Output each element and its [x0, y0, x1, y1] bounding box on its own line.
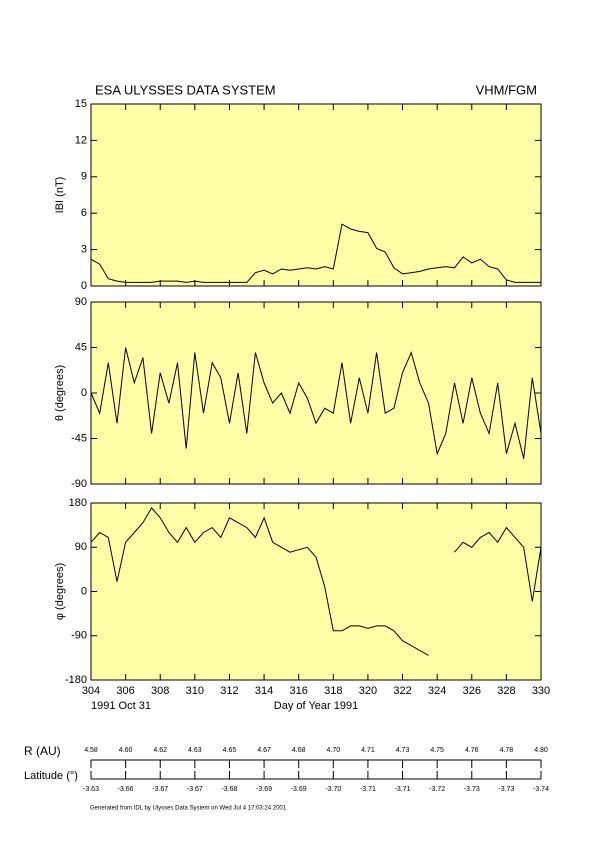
r-value: 4.63 — [188, 747, 202, 754]
lat-label: Latitude (°) — [24, 770, 78, 782]
y-tick-label: 9 — [81, 171, 87, 183]
y-tick-label: 15 — [75, 98, 87, 110]
x-tick-label: 328 — [497, 685, 515, 697]
plot-area — [90, 301, 542, 485]
title: ESA ULYSSES DATA SYSTEM — [95, 82, 276, 97]
lat-value: -3.70 — [325, 786, 341, 793]
r-value: 4.75 — [430, 747, 444, 754]
r-value: 4.62 — [153, 747, 167, 754]
r-value: 4.70 — [326, 747, 340, 754]
x-tick-label: 318 — [324, 685, 342, 697]
lat-value: -3.74 — [533, 786, 549, 793]
lat-value: -3.67 — [187, 786, 203, 793]
lat-value: -3.67 — [152, 786, 168, 793]
r-value: 4.68 — [292, 747, 306, 754]
r-value: 4.65 — [223, 747, 237, 754]
y-tick-label: 0 — [81, 280, 87, 292]
lat-value: -3.69 — [256, 786, 272, 793]
lat-value: -3.69 — [291, 786, 307, 793]
lat-value: -3.73 — [498, 786, 514, 793]
r-value: 4.76 — [465, 747, 479, 754]
x-tick-label: 308 — [151, 685, 169, 697]
y-tick-label: -90 — [71, 478, 87, 490]
y-tick-label: -180 — [65, 674, 87, 686]
y-tick-label: 6 — [81, 207, 87, 219]
x-axis-label: Day of Year 1991 — [274, 700, 358, 712]
lat-value: -3.68 — [221, 786, 237, 793]
data-line — [90, 507, 542, 656]
y-tick-label: -90 — [71, 630, 87, 642]
x-tick-label: 306 — [116, 685, 134, 697]
lat-value: -3.71 — [395, 786, 411, 793]
y-tick-label: 90 — [75, 296, 87, 308]
y-tick-label: 90 — [75, 541, 87, 553]
y-axis-label: θ (degrees) — [54, 365, 66, 421]
x-tick-label: 312 — [220, 685, 238, 697]
x-tick-label: 324 — [428, 685, 446, 697]
lat-value: -3.63 — [83, 786, 99, 793]
lat-value: -3.66 — [118, 786, 134, 793]
instrument: VHM/FGM — [476, 82, 537, 97]
r-value: 4.78 — [500, 747, 514, 754]
r-value: 4.71 — [361, 747, 375, 754]
lat-value: -3.72 — [429, 786, 445, 793]
r-value: 4.80 — [534, 747, 548, 754]
r-value: 4.73 — [396, 747, 410, 754]
data-line — [90, 223, 541, 283]
footer: Generated from IDL by Ulysses Data Syste… — [90, 806, 287, 812]
x-tick-label: 322 — [393, 685, 411, 697]
date-label: 1991 Oct 31 — [91, 700, 151, 712]
x-tick-label: 316 — [290, 685, 308, 697]
plot-area — [90, 502, 542, 681]
r-value: 4.67 — [257, 747, 271, 754]
y-tick-label: 180 — [69, 497, 87, 509]
y-axis-label: IBI (nT) — [54, 177, 66, 214]
x-tick-label: 320 — [359, 685, 377, 697]
y-axis-label: φ (degrees) — [54, 563, 66, 620]
y-tick-label: 0 — [81, 585, 87, 597]
plot-area — [90, 103, 542, 287]
y-tick-label: 0 — [81, 387, 87, 399]
y-tick-label: -45 — [71, 432, 87, 444]
x-tick-label: 326 — [463, 685, 481, 697]
r-label: R (AU) — [24, 744, 61, 758]
lat-value: -3.71 — [360, 786, 376, 793]
y-tick-label: 45 — [75, 341, 87, 353]
r-value: 4.60 — [119, 747, 133, 754]
r-value: 4.58 — [84, 747, 98, 754]
lat-value: -3.73 — [464, 786, 480, 793]
y-tick-label: 3 — [81, 244, 87, 256]
data-line — [90, 347, 542, 459]
x-tick-label: 304 — [82, 685, 100, 697]
x-tick-label: 314 — [255, 685, 273, 697]
x-tick-label: 330 — [532, 685, 550, 697]
y-tick-label: 12 — [75, 134, 87, 146]
x-tick-label: 310 — [186, 685, 204, 697]
